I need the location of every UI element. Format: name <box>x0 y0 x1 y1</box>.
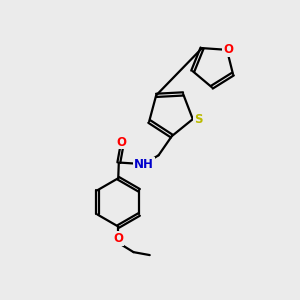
Text: O: O <box>117 136 127 148</box>
Text: O: O <box>224 43 233 56</box>
Text: O: O <box>113 232 123 245</box>
Text: NH: NH <box>134 158 154 171</box>
Text: S: S <box>194 112 202 126</box>
